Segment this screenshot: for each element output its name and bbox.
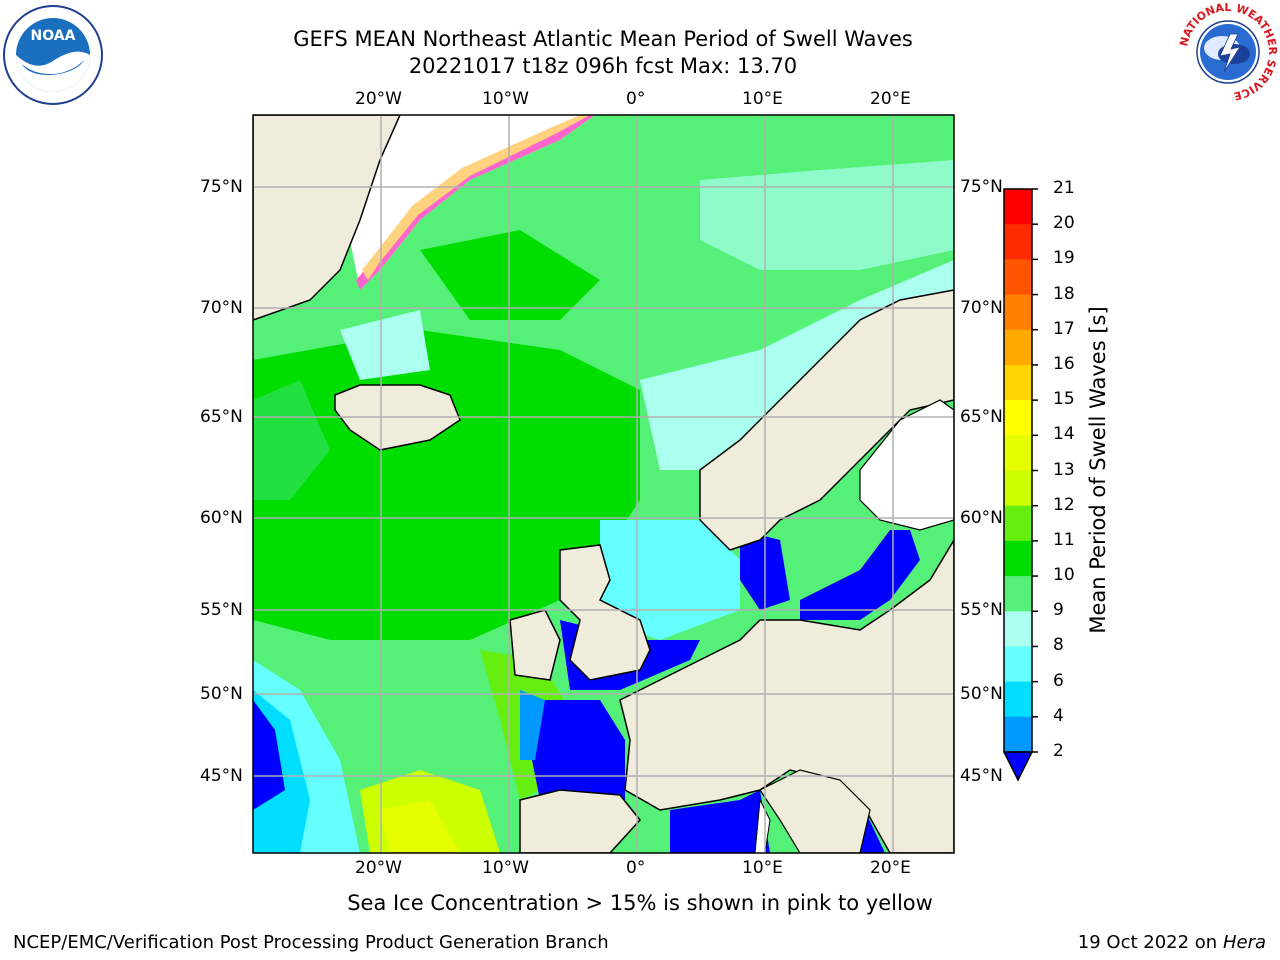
svg-text:NOAA: NOAA <box>31 28 76 44</box>
colorbar-segment <box>1004 435 1032 471</box>
colorbar-segment <box>1004 646 1032 683</box>
colorbar-tick-label: 18 <box>1053 283 1075 304</box>
lat-label-left: 60°N <box>200 508 243 528</box>
colorbar-segment <box>1004 400 1032 436</box>
colorbar <box>1002 188 1038 782</box>
ireland-land <box>509 609 561 681</box>
colorbar-tick-label: 17 <box>1053 318 1075 339</box>
lat-label-left: 65°N <box>200 407 243 427</box>
italy-land <box>759 769 871 853</box>
footer-date-host: 19 Oct 2022 on Hera <box>1078 932 1266 953</box>
nws-logo: NATIONAL WEATHER SERVICE <box>1177 1 1279 106</box>
colorbar-segment <box>1004 189 1032 225</box>
footer-date: 19 Oct 2022 on <box>1077 932 1223 953</box>
low-period-cell <box>253 700 285 810</box>
lat-label-left: 75°N <box>200 177 243 197</box>
colorbar-tick-label: 19 <box>1053 248 1075 269</box>
baltic-field <box>800 530 920 620</box>
colorbar-segment <box>1004 505 1032 542</box>
colorbar-tick-label: 13 <box>1053 459 1075 480</box>
noaa-logo: NOAA <box>2 4 104 110</box>
colorbar-tick-label: 21 <box>1053 178 1075 198</box>
sea-ice-area <box>350 115 595 290</box>
lat-label-left: 50°N <box>200 684 243 704</box>
lat-label-right: 55°N <box>960 600 1003 620</box>
graticule <box>253 115 954 853</box>
lat-label-right: 60°N <box>960 508 1003 528</box>
colorbar-segment <box>1004 716 1032 753</box>
footer-branch: NCEP/EMC/Verification Post Processing Pr… <box>13 932 609 953</box>
iberia-land <box>519 789 641 853</box>
great-britain-land <box>559 544 651 681</box>
lat-label-right: 70°N <box>960 298 1003 318</box>
map-frame <box>252 114 955 854</box>
lon-label-top: 10°W <box>482 89 529 109</box>
colorbar-segment <box>1004 224 1032 260</box>
colorbar-tick-label: 9 <box>1053 600 1064 621</box>
colorbar-title: Mean Period of Swell Waves [s] <box>1086 306 1110 634</box>
colorbar-segment <box>1004 329 1032 366</box>
scandinavia-land <box>699 289 954 551</box>
greenland-land <box>253 115 401 321</box>
lon-label-top: 20°E <box>870 89 911 109</box>
lon-label-top: 0° <box>626 89 646 109</box>
lat-label-right: 45°N <box>960 766 1003 786</box>
lat-label-right: 50°N <box>960 684 1003 704</box>
sea-ice-caption: Sea Ice Concentration > 15% is shown in … <box>347 891 933 915</box>
colorbar-segment <box>1004 259 1032 296</box>
colorbar-segment <box>1004 611 1032 647</box>
footer-host: Hera <box>1222 932 1266 953</box>
colorbar-tick-label: 10 <box>1053 565 1075 586</box>
colorbar-tick-label: 15 <box>1053 389 1075 410</box>
colorbar-segment <box>1004 681 1032 718</box>
colorbar-segment <box>1004 294 1032 331</box>
lat-label-left: 70°N <box>200 298 243 318</box>
colorbar-tick-label: 20 <box>1053 213 1075 234</box>
colorbar-tick-label: 6 <box>1053 670 1064 691</box>
chart-title: GEFS MEAN Northeast Atlantic Mean Period… <box>293 27 913 51</box>
colorbar-tick-label: 14 <box>1053 424 1075 445</box>
lon-label-bottom: 20°E <box>870 858 911 878</box>
colorbar-segment <box>1004 470 1032 507</box>
colorbar-tick-label: 2 <box>1053 741 1064 761</box>
colorbar-tick-label: 4 <box>1053 705 1064 726</box>
colorbar-extend-arrow <box>1002 751 1034 782</box>
colorbar-tick-label: 8 <box>1053 635 1064 656</box>
colorbar-segment <box>1004 576 1032 612</box>
lon-label-bottom: 20°W <box>355 858 402 878</box>
lat-label-right: 75°N <box>960 177 1003 197</box>
lat-label-left: 55°N <box>200 600 243 620</box>
lon-label-bottom: 10°E <box>742 858 783 878</box>
colorbar-segment <box>1004 364 1032 401</box>
colorbar-tick-label: 16 <box>1053 353 1075 374</box>
lon-label-top: 10°E <box>742 89 783 109</box>
colorbar-tick-label: 12 <box>1053 494 1075 515</box>
chart-subtitle: 20221017 t18z 096h fcst Max: 13.70 <box>408 54 798 78</box>
mediterranean-field <box>670 790 770 853</box>
colorbar-tick-label: 11 <box>1053 529 1075 550</box>
lon-label-top: 20°W <box>355 89 402 109</box>
lon-label-bottom: 0° <box>626 858 646 878</box>
lat-label-right: 65°N <box>960 407 1003 427</box>
lat-label-left: 45°N <box>200 766 243 786</box>
colorbar-segment <box>1004 540 1032 577</box>
lon-label-bottom: 10°W <box>482 858 529 878</box>
